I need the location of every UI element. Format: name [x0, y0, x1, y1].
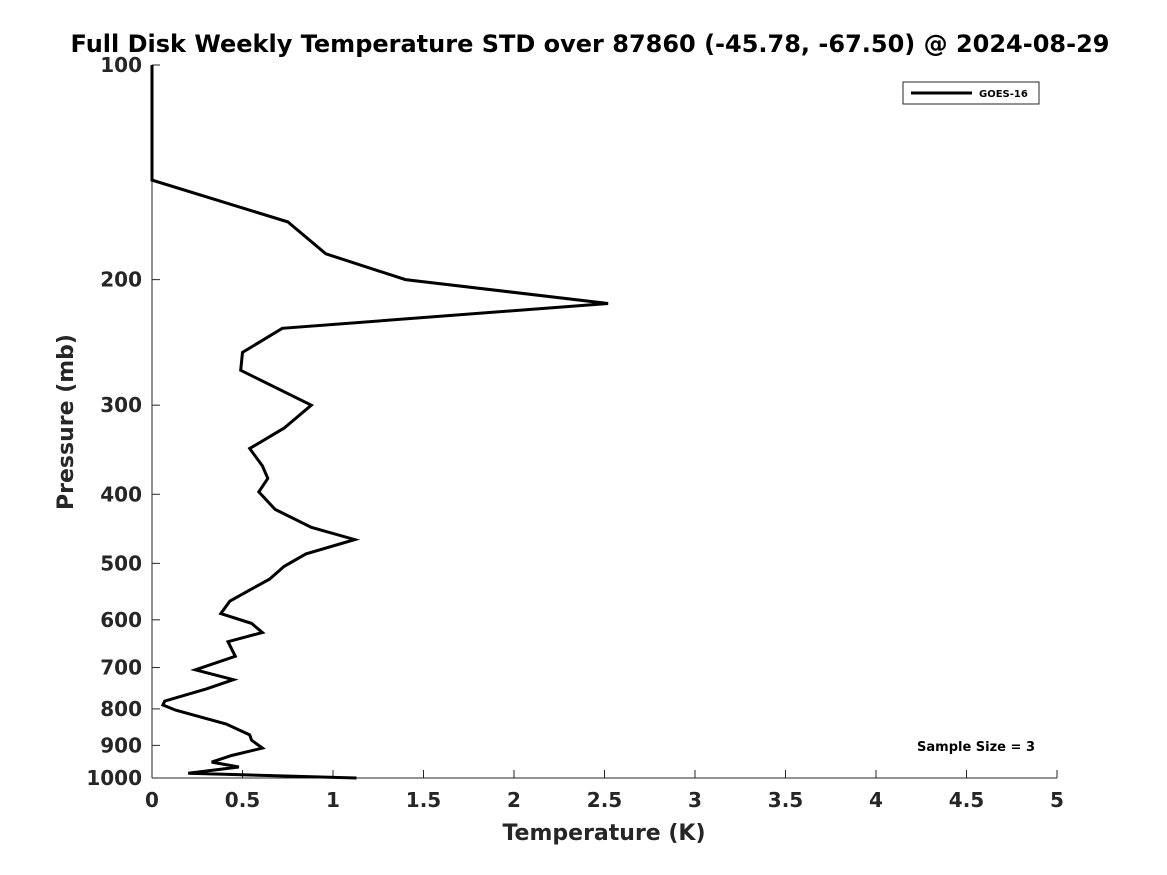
y-tick-label: 700: [100, 656, 142, 680]
y-axis-label: Pressure (mb): [54, 334, 79, 510]
x-tick-label: 2: [507, 788, 521, 812]
x-tick-label: 0.5: [225, 788, 260, 812]
x-tick-label: 5: [1050, 788, 1064, 812]
x-axis-label: Temperature (K): [502, 821, 705, 846]
legend-label-goes-16: GOES-16: [979, 89, 1028, 100]
y-axis-ticks: 100 200 300 400 500 600 700 800 900 1000: [86, 53, 160, 790]
x-tick-label: 1: [326, 788, 340, 812]
x-tick-label: 2.5: [587, 788, 622, 812]
sample-size-annotation: Sample Size = 3: [917, 740, 1035, 755]
x-tick-label: 4: [869, 788, 883, 812]
y-tick-label: 500: [100, 551, 142, 575]
y-tick-label: 1000: [86, 766, 142, 790]
x-tick-label: 4.5: [949, 788, 984, 812]
y-tick-label: 600: [100, 608, 142, 632]
y-tick-label: 800: [100, 697, 142, 721]
y-tick-label: 200: [100, 268, 142, 292]
y-tick-label: 900: [100, 733, 142, 757]
series-line-goes-16: [150, 65, 609, 780]
x-tick-label: 1.5: [406, 788, 441, 812]
y-tick-label: 300: [100, 393, 142, 417]
chart-title: Full Disk Weekly Temperature STD over 87…: [71, 30, 1110, 58]
y-tick-label: 400: [100, 482, 142, 506]
x-tick-label: 0: [145, 788, 159, 812]
series-lines: [150, 65, 609, 780]
x-tick-label: 3: [688, 788, 702, 812]
x-tick-label: 3.5: [768, 788, 803, 812]
y-tick-label: 100: [100, 53, 142, 77]
legend: GOES-16: [902, 81, 1040, 105]
x-axis-ticks: 0 0.5 1 1.5 2 2.5 3 3.5 4 4.5 5: [145, 770, 1064, 812]
